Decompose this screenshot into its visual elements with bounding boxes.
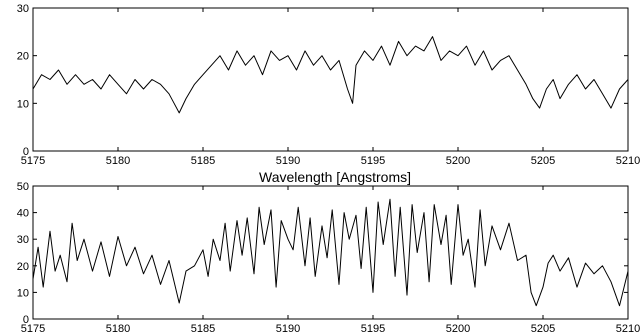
y-tick-label: 30 — [17, 3, 29, 15]
x-tick-label: 5210 — [616, 323, 640, 335]
x-tick-label: 5175 — [21, 155, 45, 167]
y-tick-label: 0 — [23, 146, 29, 158]
x-tick-label: 5200 — [446, 323, 470, 335]
spectrum-line — [32, 36, 629, 114]
x-tick-label: 5210 — [616, 155, 640, 167]
y-tick-label: 20 — [17, 261, 29, 273]
y-tick-label: 40 — [17, 208, 29, 220]
x-tick-label: 5175 — [21, 323, 45, 335]
x-tick-label: 5180 — [106, 323, 130, 335]
x-tick-label: 5205 — [531, 155, 555, 167]
x-tick-label: 5205 — [531, 323, 555, 335]
y-tick-label: 50 — [17, 181, 29, 193]
y-tick-label: 0 — [23, 314, 29, 326]
x-tick-label: 5195 — [361, 155, 385, 167]
x-tick-label: 5185 — [191, 155, 215, 167]
y-tick-label: 10 — [17, 287, 29, 299]
y-tick-label: 30 — [17, 234, 29, 246]
x-tick-label: 5190 — [276, 155, 300, 167]
y-tick-label: 20 — [17, 51, 29, 63]
plot-frame — [32, 185, 629, 320]
x-tick-label: 5180 — [106, 155, 130, 167]
x-tick-label: 5195 — [361, 323, 385, 335]
plot-frame — [32, 7, 629, 152]
x-tick-label: 5200 — [446, 155, 470, 167]
spectrum-line — [32, 198, 629, 307]
bottom-spectrum-panel: 5175 5180 5185 5190 5195 5200 5205 5210 0 10 20 30 4… — [17, 181, 640, 335]
x-tick-label: 5185 — [191, 323, 215, 335]
x-axis-label: Wavelength [Angstroms] — [259, 169, 411, 185]
x-tick-label: 5190 — [276, 323, 300, 335]
top-spectrum-panel: 5175 5180 5185 5190 5195 5200 5205 5210 0 10 20 30 — [17, 3, 640, 167]
y-tick-label: 10 — [17, 98, 29, 110]
